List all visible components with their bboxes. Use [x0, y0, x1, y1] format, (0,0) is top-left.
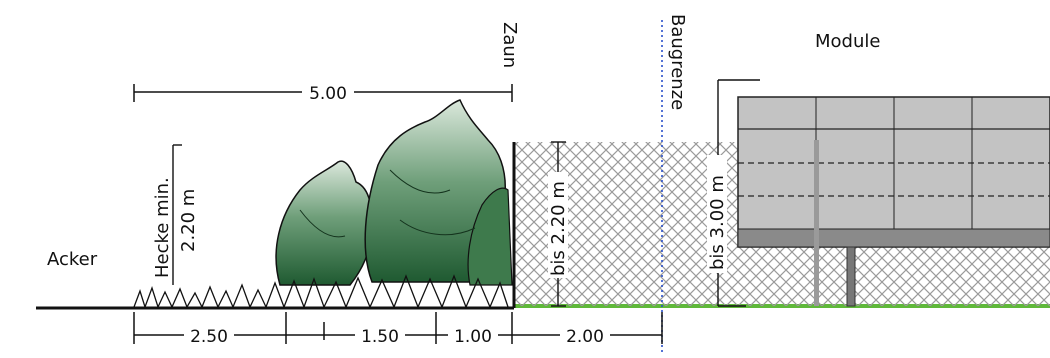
hedge-height-marker — [172, 144, 182, 285]
acker-label: Acker — [47, 249, 98, 270]
dim-hedge-right-label: 1.00 — [454, 327, 492, 347]
dim-total-label: 5.00 — [309, 84, 347, 104]
hecke-label-line2: 2.20 m — [178, 189, 199, 252]
module-height-label: bis 3.00 m — [707, 175, 728, 270]
grass-tufts — [133, 274, 509, 310]
dim-hedge-left-label: 2.50 — [190, 327, 228, 347]
dim-hedge-mid-label: 1.50 — [361, 327, 399, 347]
zaun-label: Zaun — [499, 22, 520, 68]
solar-module-rack — [737, 96, 1050, 307]
module-label: Module — [815, 31, 880, 52]
hedge — [275, 99, 513, 286]
hecke-label-line1: Hecke min. — [152, 177, 173, 278]
dim-setback-label: 2.00 — [566, 327, 604, 347]
baugrenze-label: Baugrenze — [667, 14, 688, 110]
fence-height-label: bis 2.20 m — [548, 181, 569, 276]
